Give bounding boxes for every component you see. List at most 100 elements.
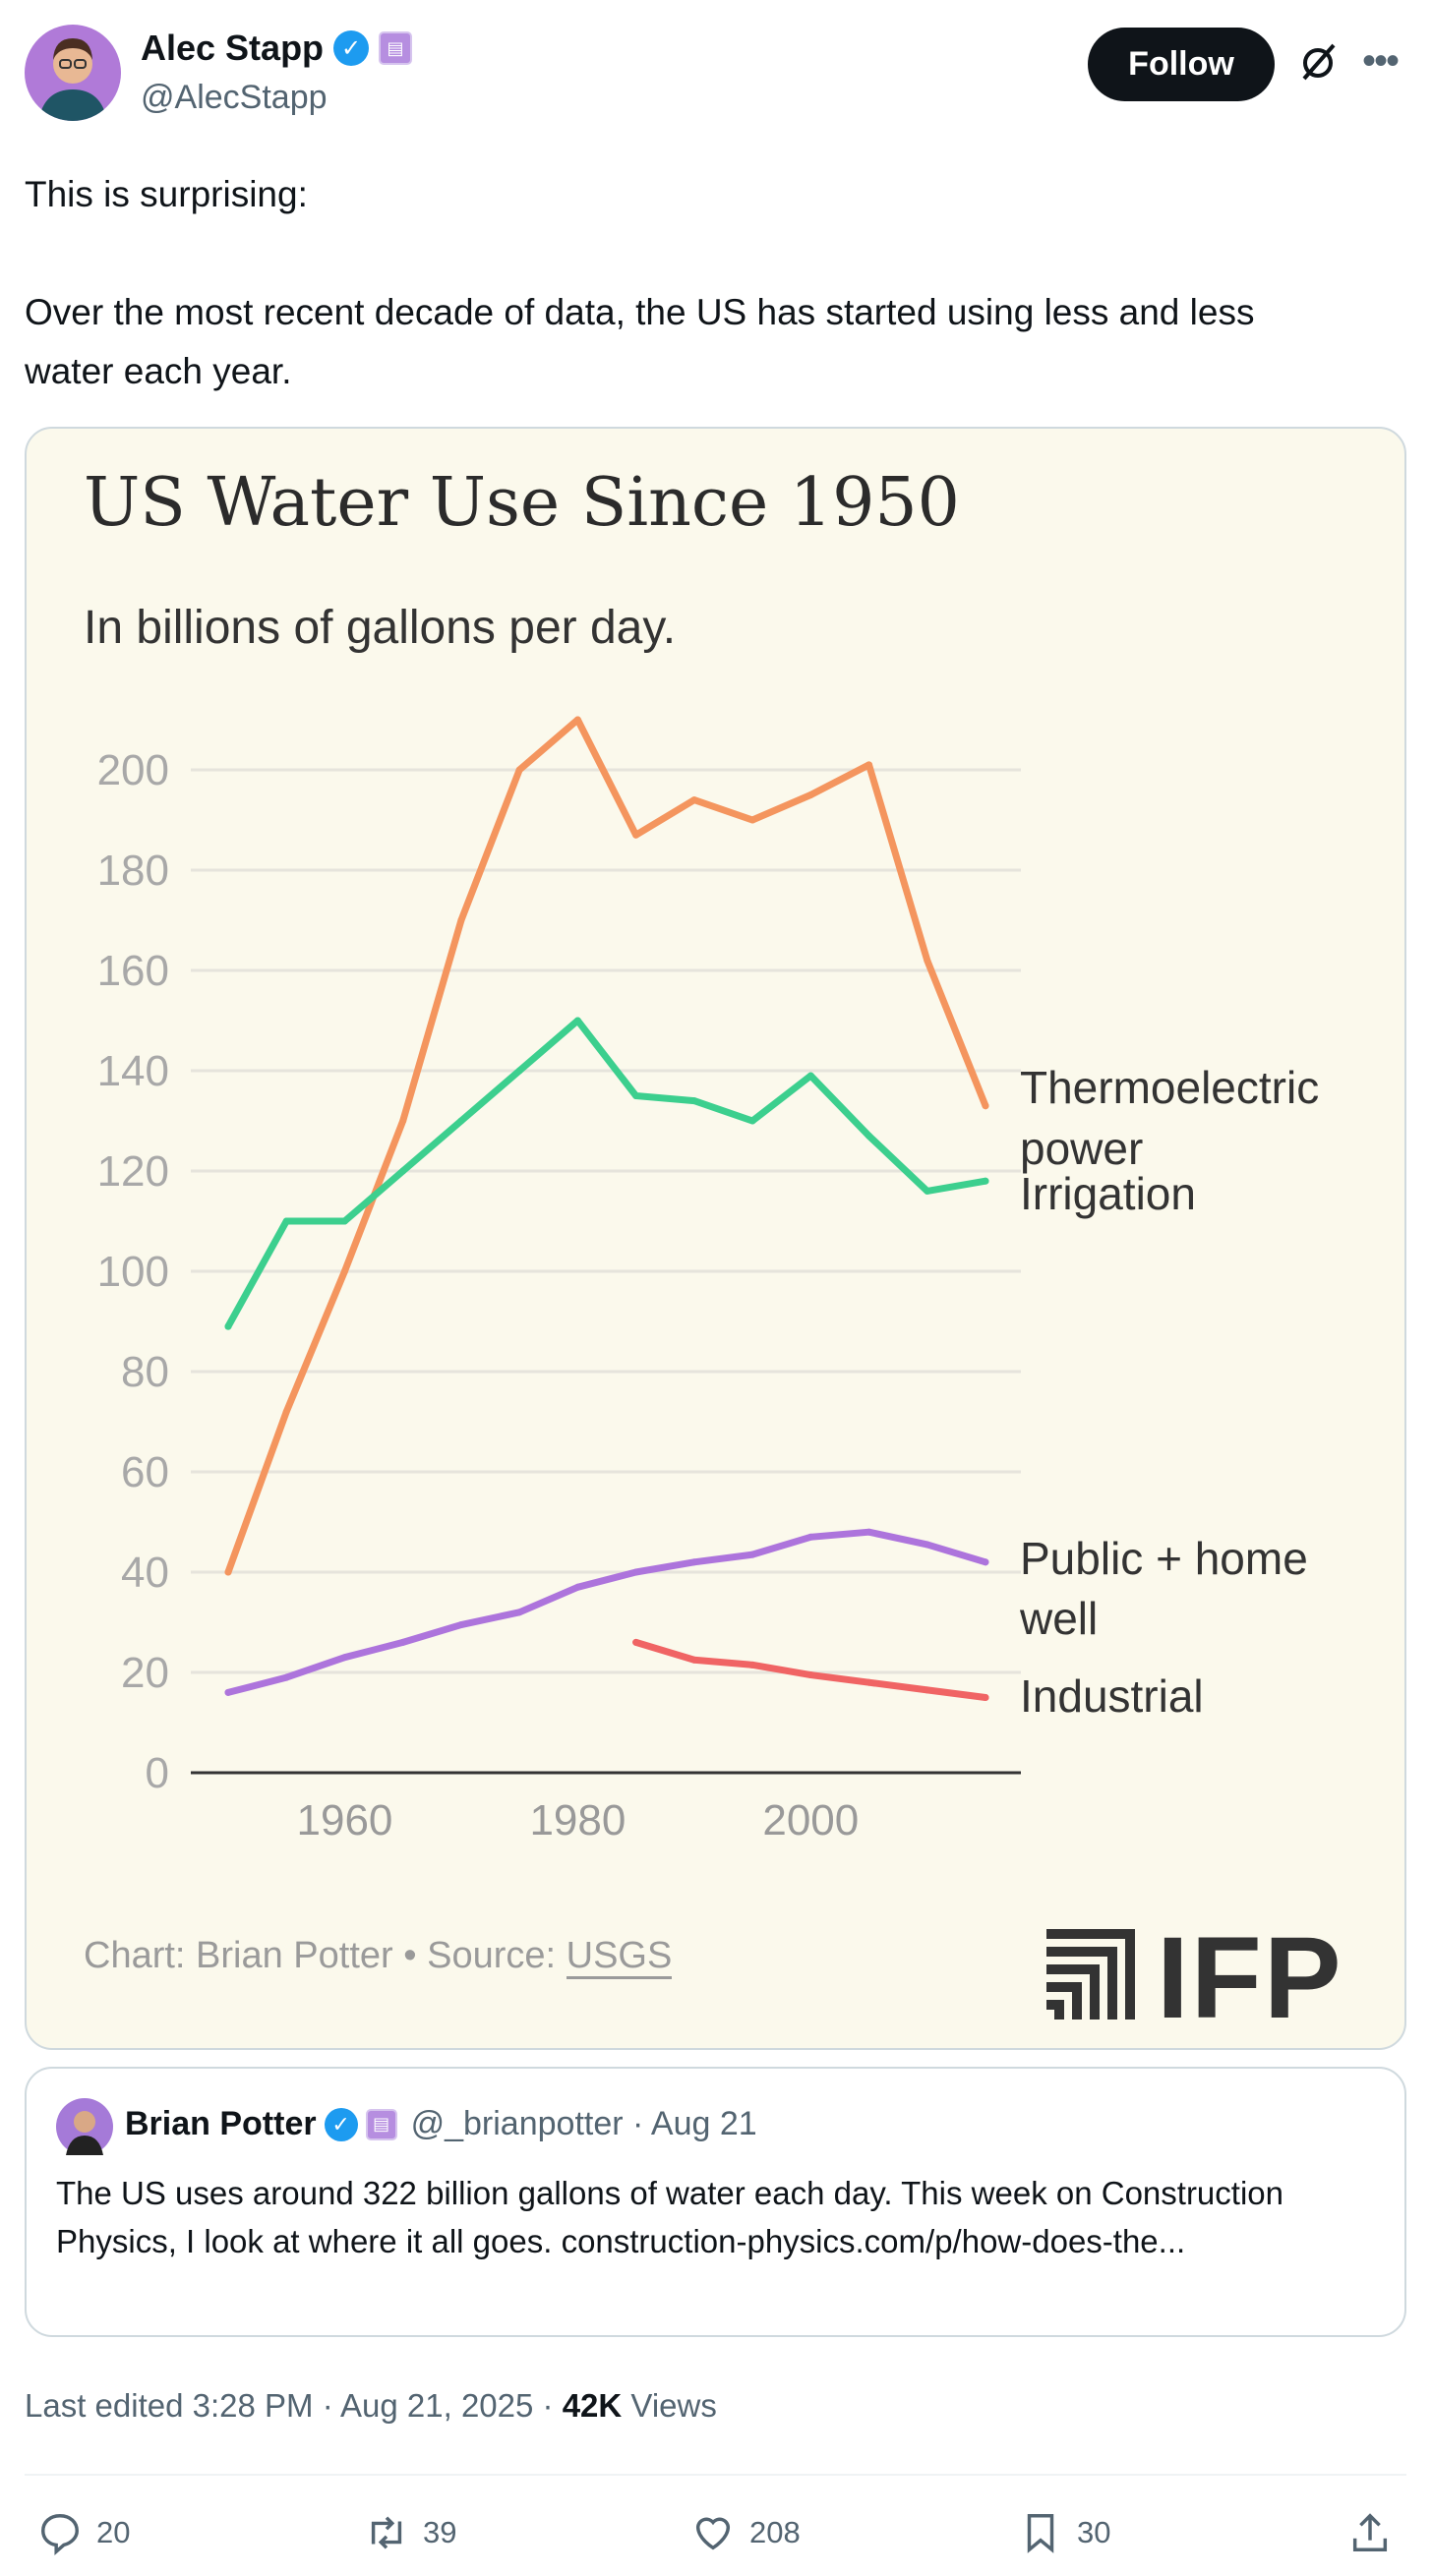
data-point (690, 1558, 698, 1566)
verified-badge-icon: ✓ (333, 30, 370, 66)
data-point (806, 1671, 814, 1679)
chart-source: Chart: Brian Potter • Source: USGS (84, 1935, 673, 1979)
series-label: Irrigation (1020, 1168, 1196, 1219)
data-point (224, 1568, 232, 1576)
data-point (865, 761, 873, 769)
bookmark-icon (1027, 2514, 1054, 2553)
data-point (690, 796, 698, 804)
data-point (282, 1217, 290, 1225)
like-count: 208 (749, 2515, 801, 2549)
series-label: Public + home (1020, 1533, 1308, 1584)
y-tick-label: 20 (121, 1649, 169, 1697)
data-point (399, 1117, 407, 1125)
repost-icon (371, 2516, 402, 2549)
series-label: well (1019, 1593, 1098, 1644)
data-point (748, 816, 756, 824)
data-point (282, 1673, 290, 1681)
series-line-public-home-well (224, 1528, 989, 1696)
series-label: power (1020, 1123, 1143, 1174)
data-point (806, 791, 814, 798)
data-point (632, 1638, 640, 1646)
y-tick-label: 40 (121, 1549, 169, 1597)
data-point (865, 1678, 873, 1686)
like-button[interactable]: 208 (690, 2510, 801, 2555)
series-line-thermoelectric-power (224, 716, 989, 1576)
data-point (515, 1067, 523, 1075)
series-line-industrial (632, 1638, 989, 1701)
repost-count: 39 (423, 2515, 457, 2549)
chart-source-link: USGS (566, 1935, 673, 1979)
bookmark-button[interactable]: 30 (1018, 2510, 1110, 2555)
data-point (573, 1017, 581, 1025)
quoted-text: The US uses around 322 billion gallons o… (56, 2175, 1283, 2259)
data-point (924, 1686, 931, 1694)
reply-count: 20 (96, 2515, 131, 2549)
views-count: 42K (562, 2387, 623, 2424)
verified-badge-icon: ✓ (324, 2107, 358, 2141)
data-point (282, 1408, 290, 1416)
y-tick-label: 140 (97, 1047, 169, 1095)
data-point (982, 1102, 989, 1110)
y-tick-label: 0 (146, 1749, 169, 1797)
data-point (632, 1092, 640, 1099)
reply-icon (41, 2514, 79, 2555)
y-tick-label: 80 (121, 1348, 169, 1396)
data-point (632, 1568, 640, 1576)
data-point (982, 1558, 989, 1566)
svg-text:IFP: IFP (1157, 1929, 1343, 2020)
data-point (224, 1688, 232, 1696)
data-point (924, 1541, 931, 1549)
grok-icon[interactable] (1296, 41, 1340, 94)
affiliation-badge-icon[interactable]: ▤ (379, 31, 413, 65)
tweet-text-line: This is surprising: (25, 174, 308, 214)
ifp-logo: IFP (1046, 1913, 1381, 2043)
data-point (340, 1654, 348, 1662)
data-point (806, 1072, 814, 1080)
data-point (399, 1167, 407, 1175)
data-point (573, 1583, 581, 1591)
data-point (924, 957, 931, 965)
author-name[interactable]: Alec Stapp (141, 28, 325, 68)
data-point (806, 1533, 814, 1541)
data-point (865, 1132, 873, 1140)
data-point (457, 1117, 465, 1125)
x-tick-label: 2000 (762, 1796, 859, 1844)
data-point (515, 1609, 523, 1616)
data-point (224, 1322, 232, 1330)
series-label: Industrial (1020, 1670, 1204, 1722)
share-button[interactable] (1347, 2510, 1393, 2555)
heart-icon (695, 2517, 731, 2550)
data-point (573, 716, 581, 724)
quoted-tweet[interactable]: Brian Potter ✓ ▤ @_brianpotter · Aug 21 … (25, 2067, 1406, 2337)
tweet-meta: Last edited 3:28 PM · Aug 21, 2025 · 42K… (25, 2387, 717, 2425)
bookmark-count: 30 (1077, 2515, 1111, 2549)
data-point (340, 1267, 348, 1275)
more-options-icon[interactable]: ••• (1362, 39, 1400, 83)
edited-timestamp[interactable]: Last edited 3:28 PM · Aug 21, 2025 · (25, 2387, 563, 2424)
data-point (457, 1621, 465, 1629)
data-point (924, 1187, 931, 1195)
chart-title: US Water Use Since 1950 (84, 464, 960, 542)
data-point (515, 766, 523, 774)
author-handle[interactable]: @AlecStapp (141, 79, 328, 116)
series-line-irrigation (224, 1017, 989, 1330)
author-avatar[interactable] (25, 25, 121, 121)
data-point (748, 1551, 756, 1558)
data-point (748, 1117, 756, 1125)
quoted-header: Brian Potter ✓ ▤ @_brianpotter · Aug 21 (125, 2105, 757, 2143)
chart-image-card[interactable]: US Water Use Since 1950 In billions of g… (25, 427, 1406, 2050)
data-point (632, 831, 640, 839)
repost-button[interactable]: 39 (364, 2510, 456, 2555)
follow-button[interactable]: Follow (1088, 28, 1275, 101)
reply-button[interactable]: 20 (37, 2510, 130, 2555)
share-icon (1352, 2513, 1388, 2551)
quoted-author-avatar[interactable] (56, 2098, 113, 2155)
y-tick-label: 60 (121, 1448, 169, 1496)
y-tick-label: 120 (97, 1147, 169, 1196)
data-point (748, 1661, 756, 1669)
x-tick-label: 1980 (529, 1796, 626, 1844)
quoted-handle-date: @_brianpotter · Aug 21 (410, 2105, 757, 2142)
data-point (690, 1656, 698, 1664)
chart-source-prefix: Chart: Brian Potter • Source: (84, 1935, 567, 1976)
data-point (982, 1694, 989, 1701)
